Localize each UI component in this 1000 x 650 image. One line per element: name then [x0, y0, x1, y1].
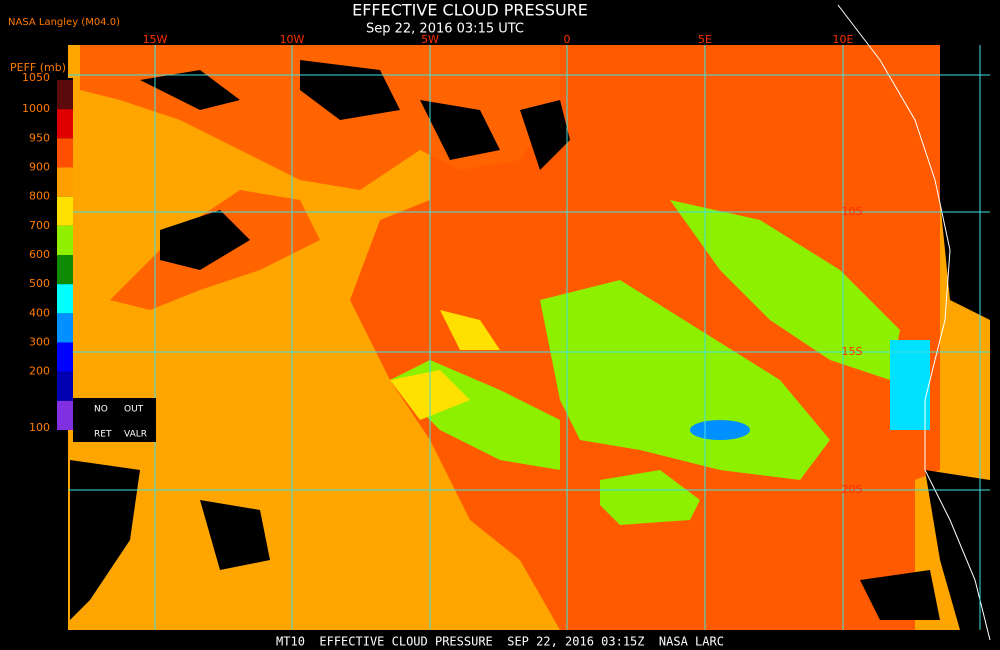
legend-flags-box: [73, 398, 156, 442]
legend-swatch: [57, 255, 73, 285]
legend-flag: RET: [94, 430, 112, 440]
legend-swatch: [57, 225, 73, 255]
legend-swatch: [57, 371, 73, 401]
clear-patch: [160, 210, 250, 270]
legend-flag: NO: [94, 405, 108, 415]
legend-label: 400: [29, 306, 50, 319]
legend-swatch: [57, 167, 73, 197]
legend-swatch: [57, 342, 73, 372]
legend-label: 500: [29, 277, 50, 290]
legend-swatch: [57, 400, 73, 430]
legend-swatch: [57, 313, 73, 343]
legend-swatch: [57, 196, 73, 226]
clear-sky: [70, 45, 990, 630]
legend-label: 300: [29, 336, 50, 349]
high-cloud-region: [600, 470, 700, 525]
legend-swatch: [57, 109, 73, 139]
subtitle: Sep 22, 2016 03:15 UTC: [366, 22, 524, 37]
longitude-label: 5E: [698, 33, 712, 46]
latitude-label: 10S: [842, 205, 863, 218]
deep-cloud: [690, 420, 750, 440]
clear-patch: [420, 100, 500, 160]
legend-flag: VALR: [124, 430, 147, 440]
latitude-label: 20S: [842, 483, 863, 496]
clear-patch: [140, 70, 240, 110]
legend-label: 900: [29, 161, 50, 174]
latitude-label: 15S: [842, 345, 863, 358]
source-label: NASA Langley (M04.0): [8, 17, 120, 28]
graticule: [68, 45, 990, 630]
clear-patch: [70, 460, 140, 620]
legend-swatch: [57, 138, 73, 168]
legend-flag: OUT: [124, 405, 144, 415]
legend-label: 600: [29, 248, 50, 261]
legend-swatch: [57, 80, 73, 110]
legend-title: PEFF (mb): [10, 61, 66, 74]
legend-label: 100: [29, 421, 50, 434]
legend-label: 950: [29, 131, 50, 144]
longitude-label: 0: [564, 33, 571, 46]
longitude-label: 15W: [143, 33, 168, 46]
clear-patch: [200, 500, 270, 570]
title: EFFECTIVE CLOUD PRESSURE: [352, 1, 588, 20]
footer: MT10 EFFECTIVE CLOUD PRESSURE SEP 22, 20…: [276, 635, 724, 649]
legend-label: 200: [29, 365, 50, 378]
deep-cloud: [890, 340, 930, 430]
cloud-edge: [440, 310, 500, 350]
legend-label: 700: [29, 219, 50, 232]
clear-patch: [860, 570, 940, 620]
high-cloud-region: [540, 280, 830, 480]
legend-label: 800: [29, 190, 50, 203]
coastline: [837, 4, 991, 641]
legend-label: 1050: [22, 71, 50, 84]
map-image: [68, 4, 991, 641]
legend-swatch: [57, 284, 73, 314]
legend-label: 1000: [22, 102, 50, 115]
longitude-label: 5W: [421, 33, 439, 46]
clear-patch: [520, 100, 570, 170]
land: [940, 45, 990, 320]
land: [925, 470, 990, 630]
longitude-label: 10E: [833, 33, 854, 46]
longitude-label: 10W: [280, 33, 305, 46]
